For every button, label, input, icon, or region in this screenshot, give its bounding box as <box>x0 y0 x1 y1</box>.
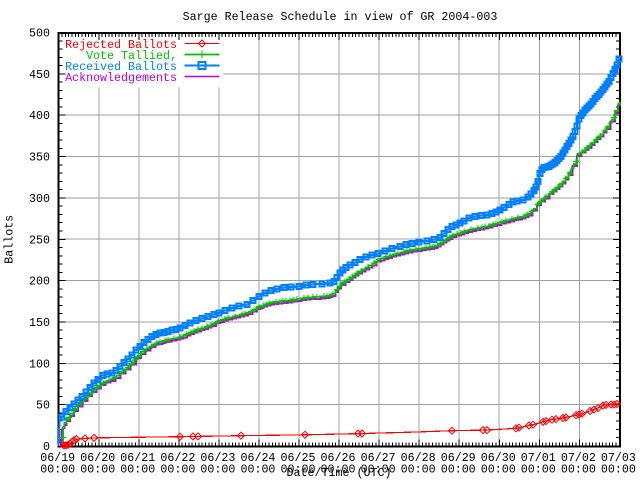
svg-text:06/21: 06/21 <box>120 451 155 465</box>
svg-text:00:00: 00:00 <box>120 463 155 477</box>
svg-text:Rejected Ballots: Rejected Ballots <box>65 38 177 52</box>
svg-text:00:00: 00:00 <box>160 463 195 477</box>
svg-text:06/28: 06/28 <box>401 451 436 465</box>
svg-text:07/01: 07/01 <box>521 451 556 465</box>
svg-text:Received Ballots: Received Ballots <box>65 60 177 74</box>
svg-text:06/26: 06/26 <box>321 451 356 465</box>
svg-text:00:00: 00:00 <box>561 463 596 477</box>
svg-text:00:00: 00:00 <box>80 463 115 477</box>
svg-text:00:00: 00:00 <box>240 463 275 477</box>
svg-text:300: 300 <box>29 192 50 206</box>
svg-text:00:00: 00:00 <box>481 463 516 477</box>
svg-text:06/22: 06/22 <box>160 451 195 465</box>
svg-text:06/30: 06/30 <box>481 451 516 465</box>
svg-text:450: 450 <box>29 68 50 82</box>
svg-text:150: 150 <box>29 316 50 330</box>
svg-text:Vote Tallied,: Vote Tallied, <box>86 49 177 63</box>
svg-text:0: 0 <box>43 440 50 454</box>
svg-text:06/27: 06/27 <box>361 451 396 465</box>
svg-text:06/24: 06/24 <box>240 451 275 465</box>
svg-text:00:00: 00:00 <box>521 463 556 477</box>
svg-text:06/20: 06/20 <box>80 451 115 465</box>
svg-text:00:00: 00:00 <box>40 463 75 477</box>
svg-text:07/03: 07/03 <box>601 451 636 465</box>
svg-text:06/23: 06/23 <box>200 451 235 465</box>
svg-text:06/29: 06/29 <box>441 451 476 465</box>
svg-text:200: 200 <box>29 275 50 289</box>
svg-text:50: 50 <box>36 399 50 413</box>
svg-text:00:00: 00:00 <box>401 463 436 477</box>
svg-text:07/02: 07/02 <box>561 451 596 465</box>
svg-text:00:00: 00:00 <box>281 463 316 477</box>
svg-text:Sarge Release Schedule in view: Sarge Release Schedule in view of GR 200… <box>183 10 498 24</box>
svg-text:00:00: 00:00 <box>441 463 476 477</box>
svg-text:Ballots: Ballots <box>3 215 17 264</box>
svg-text:500: 500 <box>29 27 50 41</box>
svg-text:06/25: 06/25 <box>281 451 316 465</box>
svg-text:06/19: 06/19 <box>40 451 75 465</box>
svg-text:00:00: 00:00 <box>361 463 396 477</box>
svg-text:00:00: 00:00 <box>601 463 636 477</box>
svg-text:100: 100 <box>29 357 50 371</box>
svg-text:Date/Time (UTC): Date/Time (UTC) <box>287 466 392 480</box>
svg-text:250: 250 <box>29 233 50 247</box>
svg-text:350: 350 <box>29 151 50 165</box>
svg-text:00:00: 00:00 <box>321 463 356 477</box>
svg-text:Acknowledgements: Acknowledgements <box>65 71 177 85</box>
svg-text:00:00: 00:00 <box>200 463 235 477</box>
svg-text:400: 400 <box>29 109 50 123</box>
